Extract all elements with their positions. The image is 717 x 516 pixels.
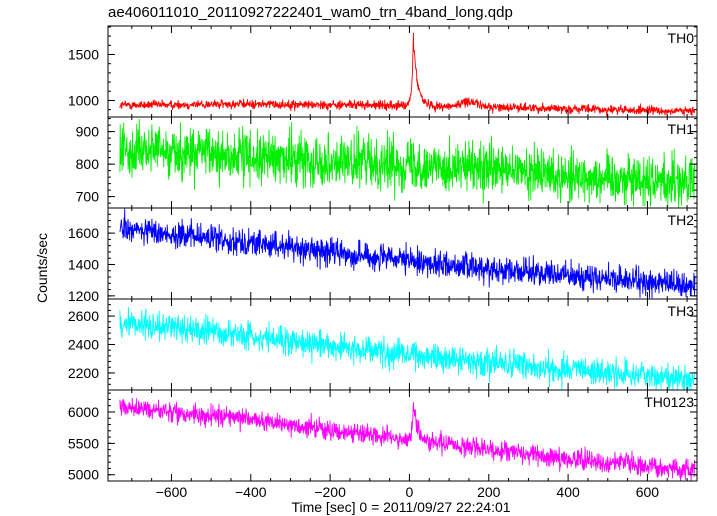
panel-th2: 1200 1400 1600 TH2 bbox=[68, 207, 698, 304]
y-tick-label: 800 bbox=[76, 156, 100, 172]
series-line-th0123 bbox=[119, 397, 696, 481]
x-tick-label: 400 bbox=[556, 484, 580, 500]
series-line-th3 bbox=[119, 307, 696, 390]
y-axis-label: Counts/sec bbox=[34, 233, 50, 303]
y-tick-label: 6000 bbox=[68, 404, 99, 420]
y-tick-label: 2600 bbox=[68, 308, 99, 324]
panel-label: TH0123 bbox=[644, 394, 694, 410]
y-tick-label: 700 bbox=[76, 189, 100, 205]
panels-group: 1000 1500 TH0 700 800 900 TH1 1200 1400 1600 TH2 22… bbox=[68, 25, 698, 500]
x-tick-label: −200 bbox=[314, 484, 346, 500]
x-axis-label: Time [sec] 0 = 2011/09/27 22:24:01 bbox=[291, 499, 510, 515]
panel-th1: 700 800 900 TH1 bbox=[76, 116, 698, 209]
panel-label: TH0 bbox=[668, 30, 695, 46]
y-tick-label: 1200 bbox=[68, 288, 99, 304]
panel-th0123: 5000 5500 6000 TH0123 bbox=[68, 389, 698, 483]
y-tick-label: 5000 bbox=[68, 467, 99, 483]
x-tick-label: 200 bbox=[477, 484, 501, 500]
x-tick-label: −400 bbox=[235, 484, 267, 500]
panel-label: TH2 bbox=[668, 212, 695, 228]
y-tick-label: 900 bbox=[76, 124, 100, 140]
x-tick-label: 0 bbox=[406, 484, 414, 500]
panel-label: TH1 bbox=[668, 121, 695, 137]
panel-frame bbox=[107, 389, 698, 482]
y-tick-label: 5500 bbox=[68, 435, 99, 451]
series-line-th2 bbox=[119, 208, 696, 299]
y-tick-label: 1000 bbox=[68, 92, 99, 108]
panel-th0: 1000 1500 TH0 bbox=[68, 25, 698, 118]
chart-title: ae406011010_20110927222401_wam0_trn_4ban… bbox=[108, 4, 513, 21]
y-tick-label: 2200 bbox=[68, 365, 99, 381]
y-tick-label: 1500 bbox=[68, 46, 99, 62]
x-tick-label: 600 bbox=[636, 484, 660, 500]
series-line-th0 bbox=[119, 32, 696, 117]
y-tick-label: 1600 bbox=[68, 225, 99, 241]
panel-label: TH3 bbox=[668, 303, 695, 319]
panel-th3: 2200 2400 2600 TH3 bbox=[68, 298, 698, 391]
x-tick-label: −600 bbox=[156, 484, 188, 500]
series-line-th1 bbox=[119, 118, 696, 208]
y-tick-label: 2400 bbox=[68, 337, 99, 353]
y-tick-label: 1400 bbox=[68, 256, 99, 272]
